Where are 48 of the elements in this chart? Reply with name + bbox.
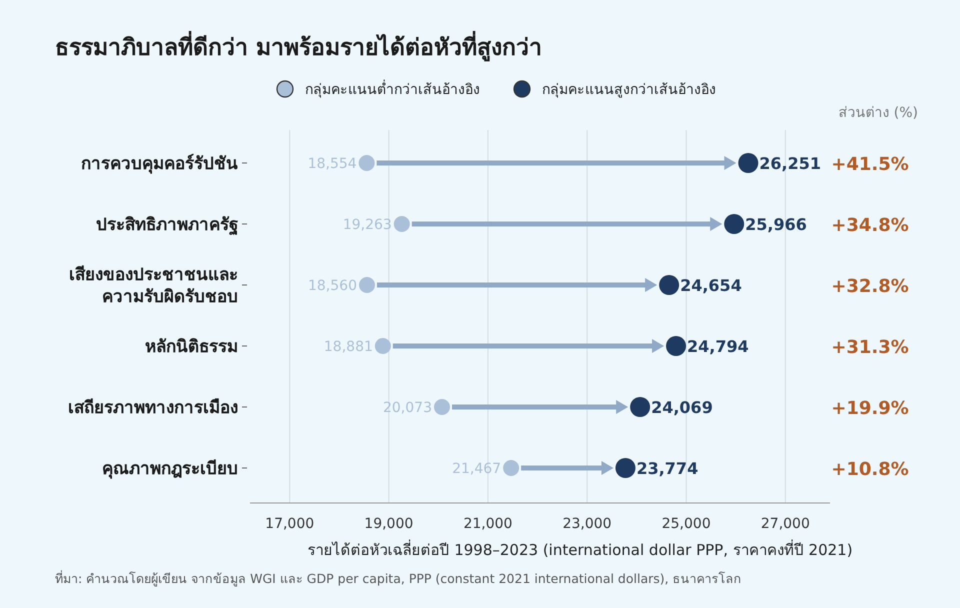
x-tick-label: 21,000 [463,516,512,532]
point [659,275,680,295]
point [434,399,450,415]
point [630,397,650,417]
x-tick-label: 19,000 [364,516,414,532]
point [738,153,758,173]
text: ส่วนต่าง (%) [838,105,918,121]
x-tick-label: 17,000 [265,516,314,532]
point [358,155,375,171]
data-label: 18,881 [324,339,373,355]
data-label: 23,774 [636,459,698,478]
data-label: 24,069 [651,398,713,417]
text: +32.8% [831,276,909,297]
x-tick-label: 23,000 [562,516,612,532]
y-tick-label: เสถียรภาพทางการเมือง [68,397,238,418]
data-label: 18,560 [308,278,357,294]
x-axis-title: รายได้ต่อหัวเฉลี่ยต่อปี 1998–2023 (international dollar PPP, ราคาคงที่ปี 2021) [307,539,853,559]
x-tick-label: 27,000 [760,516,810,532]
x-tick-label: 25,000 [662,516,711,532]
point [724,214,744,234]
text: +41.5% [831,154,909,175]
data-label: 25,966 [745,215,807,234]
text: +10.8% [831,459,909,480]
y-tick-label: เสียงของประชาชนและ ความรับผิดรับชอบ [69,264,238,307]
y-tick-label: คุณภาพกฎระเบียบ [102,458,238,479]
y-tick-label: ประสิทธิภาพภาครัฐ [96,215,238,236]
text: ที่มา: คำนวณโดยผู้เขียน จากข้อมูล WGI และ GDP per capita, PPP (constant 2021 international dollars), ธนาคารโลก [55,570,742,587]
data-label: 18,554 [308,156,357,172]
legend-label: กลุ่มคะแนนต่ำกว่าเส้นอ้างอิง [305,80,480,98]
data-label: 24,654 [680,276,742,295]
text: +31.3% [831,337,909,358]
data-label: 20,073 [382,400,432,416]
point [394,216,410,232]
point [666,336,686,356]
data-label: 24,794 [687,337,749,356]
data-label: 21,467 [452,461,502,477]
text: +19.9% [831,398,909,419]
y-tick-label: หลักนิติธรรม [145,337,238,357]
chart-title: ธรรมาภิบาลที่ดีกว่า มาพร้อมรายได้ต่อหัวที่สูงกว่า [55,30,542,62]
data-label: 26,251 [759,154,822,173]
point [374,338,391,354]
data-label: 19,263 [342,217,392,233]
point [615,458,636,478]
point [358,277,375,293]
y-tick-label: การควบคุมคอร์รัปชัน [81,153,238,174]
point [503,460,520,476]
text: +34.8% [831,215,909,236]
legend-label: กลุ่มคะแนนสูงกว่าเส้นอ้างอิง [542,82,716,98]
